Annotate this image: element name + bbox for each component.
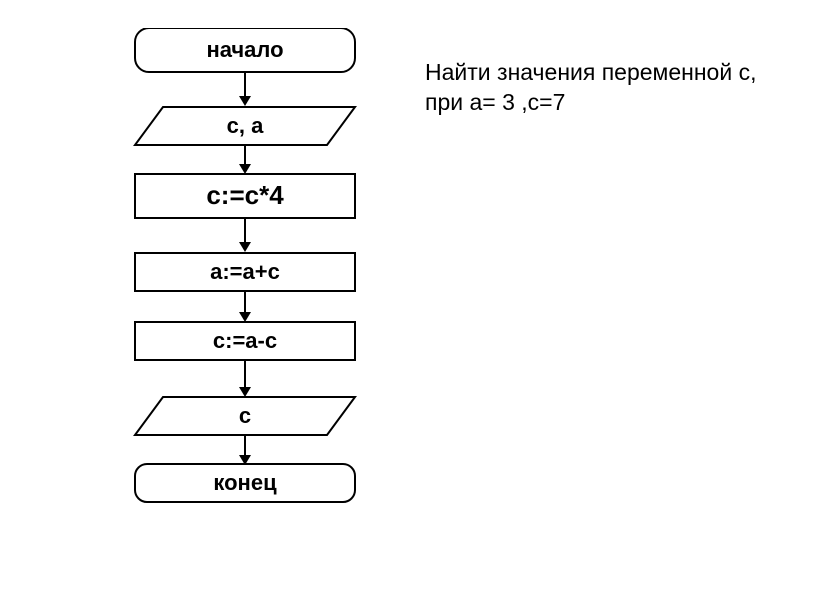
svg-text:a:=a+c: a:=a+c [210,259,280,284]
flowchart-svg: начало с, а с:=с*4 a:=a+c c:=a-c с конец [120,28,380,528]
problem-statement: Найти значения переменной с, при а= 3 ,c… [425,58,775,118]
svg-text:с: с [239,403,251,428]
flowchart-container: начало с, а с:=с*4 a:=a+c c:=a-c с конец [120,28,380,528]
svg-text:с:=с*4: с:=с*4 [206,180,284,210]
svg-text:конец: конец [213,470,277,495]
svg-text:начало: начало [206,37,283,62]
svg-text:c:=a-c: c:=a-c [213,328,277,353]
svg-text:с, а: с, а [227,113,264,138]
